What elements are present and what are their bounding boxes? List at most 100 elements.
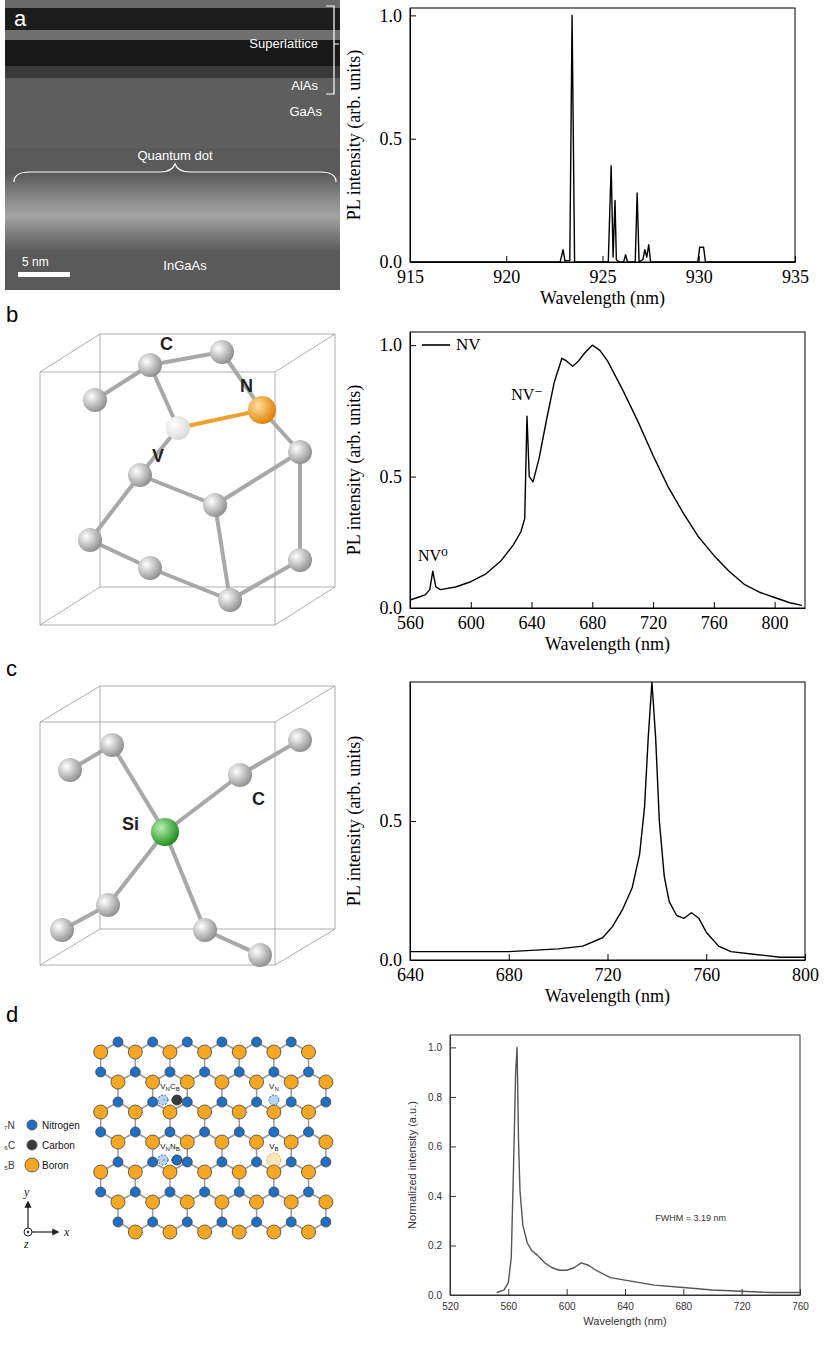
carbon-atom <box>50 918 74 942</box>
lattice-atom <box>113 1037 123 1047</box>
silicon-atom <box>151 818 179 846</box>
atom-label: C <box>252 789 265 809</box>
lattice-atom <box>113 1097 123 1107</box>
vacancy-site <box>158 1155 168 1165</box>
lattice-atom <box>286 1097 296 1107</box>
x-tick-label: 680 <box>496 965 523 985</box>
lattice-atom <box>182 1037 192 1047</box>
carbon-atom <box>96 893 120 917</box>
atom-label: V <box>152 446 164 466</box>
image-band <box>5 175 340 250</box>
defect-subscript: B <box>176 1146 180 1152</box>
lattice-atom <box>302 1045 316 1059</box>
x-axis: 560600640680720760800 <box>397 602 806 633</box>
nv-structure: CVN <box>40 334 335 625</box>
axis-letter: x <box>63 1225 70 1239</box>
lattice-atom <box>217 1157 227 1167</box>
cell-edge <box>40 334 100 372</box>
x-tick-label: 600 <box>559 1301 576 1312</box>
image-band <box>5 0 340 8</box>
spectrum-line <box>410 345 802 605</box>
lattice-atom <box>111 1135 125 1149</box>
y-tick-label: 0.8 <box>428 1092 442 1103</box>
cell-edge <box>40 722 275 723</box>
lattice-atom <box>163 1165 177 1179</box>
x-tick-label: 640 <box>519 613 546 633</box>
y-tick: 0.8 <box>428 1092 456 1103</box>
y-tick: 0.5 <box>380 129 417 149</box>
lattice-atom <box>165 1127 175 1137</box>
y-axis: 0.00.5 <box>380 683 417 971</box>
x-tick-mark <box>742 1289 743 1295</box>
lattice-atom <box>284 1135 298 1149</box>
carbon-atom <box>203 493 227 517</box>
lattice-atom <box>269 1187 279 1197</box>
y-axis-line <box>410 333 411 609</box>
lattice-atom <box>215 1135 229 1149</box>
plot-frame <box>410 8 795 262</box>
y-tick: 0.0 <box>428 1290 456 1301</box>
lattice-atom <box>302 1225 316 1239</box>
carbon-atom <box>228 763 252 787</box>
plot-marks <box>410 345 802 605</box>
y-axis-title: Normalized intensity (a.u.) <box>406 1101 418 1229</box>
x-tick-label: 720 <box>640 613 667 633</box>
x-tick: 560 <box>500 1289 517 1312</box>
element-name: Carbon <box>42 1140 75 1151</box>
x-tick: 800 <box>762 602 789 633</box>
axis-out <box>24 1228 32 1236</box>
cell-edge <box>40 686 100 722</box>
x-tick-mark <box>653 602 654 608</box>
bond <box>215 452 300 505</box>
panel-letter: c <box>6 656 17 681</box>
y-tick-label: 0.5 <box>380 129 403 149</box>
y-axis-title: PL intensity (arb. units) <box>344 736 365 906</box>
image-label: Superlattice <box>249 36 318 51</box>
x-tick-mark <box>800 1289 801 1295</box>
x-tick-mark <box>603 256 604 262</box>
defect-subscript: B <box>275 1146 279 1152</box>
vacancy-site <box>269 1095 279 1105</box>
y-tick: 0.2 <box>428 1240 456 1251</box>
vacancy <box>166 416 190 440</box>
x-axis-line <box>411 960 806 961</box>
y-tick-mark <box>410 608 416 609</box>
x-tick: 760 <box>792 1289 809 1312</box>
x-tick: 640 <box>519 602 546 633</box>
plot-frame <box>410 682 805 960</box>
x-tick-mark <box>592 602 593 608</box>
lattice-atom <box>232 1105 246 1119</box>
x-tick-mark <box>714 602 715 608</box>
lattice-atom <box>304 1127 314 1137</box>
x-axis: 640680720760800 <box>397 954 819 985</box>
x-tick: 640 <box>617 1289 634 1312</box>
annotation: NV⁰ <box>418 547 448 564</box>
lattice-atom <box>198 1225 212 1239</box>
x-tick: 925 <box>590 256 617 287</box>
lattice-atom <box>321 1097 331 1107</box>
lattice-atom <box>269 1067 279 1077</box>
x-tick: 935 <box>782 256 809 287</box>
lattice-atom <box>319 1075 333 1089</box>
lattice-atom <box>269 1127 279 1137</box>
lattice-atom <box>165 1187 175 1197</box>
lattice-atom <box>215 1195 229 1209</box>
lattice-atom <box>198 1045 212 1059</box>
cell-edge <box>335 686 336 929</box>
lattice-atom <box>180 1195 194 1209</box>
carbon-atom <box>218 588 242 612</box>
chart-panel: 6406807207608000.00.5Wavelength (nm)PL i… <box>344 682 819 1007</box>
lattice-atom <box>267 1045 281 1059</box>
y-tick-label: 0.0 <box>380 598 403 618</box>
lattice-atom <box>284 1075 298 1089</box>
x-tick-label: 930 <box>686 267 713 287</box>
lattice-atom <box>94 1165 108 1179</box>
y-tick-label: 0.0 <box>380 252 403 272</box>
atom-label: Si <box>122 814 139 834</box>
lattice-atom <box>252 1157 262 1167</box>
lattice-atom <box>96 1127 106 1137</box>
plot-frame <box>410 332 805 608</box>
x-tick: 920 <box>493 256 520 287</box>
x-tick: 930 <box>686 256 713 287</box>
lattice-atom <box>94 1105 108 1119</box>
